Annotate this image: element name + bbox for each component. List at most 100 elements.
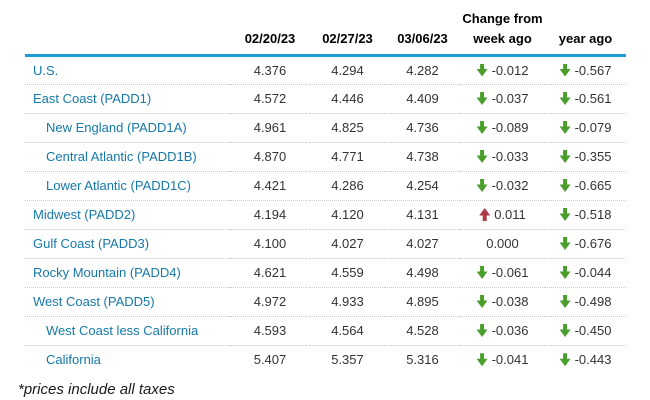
region-label[interactable]: Rocky Mountain (PADD4) xyxy=(33,265,181,280)
price-value: 4.572 xyxy=(253,91,287,106)
change-week-ago-cell: -0.061 xyxy=(460,258,545,287)
change-value: -0.665 xyxy=(574,178,612,193)
change-arrow-icon xyxy=(476,266,488,279)
price-value: 4.409 xyxy=(406,91,439,106)
change-arrow-icon xyxy=(476,295,488,308)
change-arrow-icon xyxy=(476,63,488,77)
change-week-ago-cell: -0.041 xyxy=(460,345,545,374)
column-header-row: 02/20/23 02/27/23 03/06/23 week ago year… xyxy=(25,29,626,55)
change-arrow-icon xyxy=(476,92,488,105)
change-year-ago-cell: -0.079 xyxy=(545,113,626,142)
change-value: -0.498 xyxy=(574,294,612,309)
change-week-ago-cell: -0.032 xyxy=(460,171,545,200)
change-year-ago-cell: -0.044 xyxy=(545,258,626,287)
change-year-ago-cell: -0.567 xyxy=(545,55,626,84)
change-year-ago-cell: -0.443 xyxy=(545,345,626,374)
change-value: -0.038 xyxy=(491,294,529,309)
change-value: -0.518 xyxy=(574,207,612,222)
price-value: 4.131 xyxy=(406,207,439,222)
price-value: 4.286 xyxy=(331,178,364,193)
change-year-ago-cell: -0.665 xyxy=(545,171,626,200)
price-footnote: *prices include all taxes xyxy=(18,381,175,398)
change-arrow-icon xyxy=(559,208,571,221)
change-value: -0.036 xyxy=(491,323,529,338)
change-value: -0.061 xyxy=(491,265,529,280)
price-value: 4.933 xyxy=(331,294,364,309)
table-header: Change from 02/20/23 02/27/23 03/06/23 w… xyxy=(25,5,626,55)
date-column-header: 03/06/23 xyxy=(397,31,448,47)
change-arrow-icon xyxy=(476,150,488,163)
price-value: 4.738 xyxy=(406,149,439,164)
price-value: 4.564 xyxy=(331,323,364,338)
price-value: 4.421 xyxy=(253,178,287,193)
price-value: 4.194 xyxy=(253,207,287,222)
table-row: California 5.407 5.357 5.316 -0.041 -0.4… xyxy=(25,345,626,374)
table-row: New England (PADD1A) 4.961 4.825 4.736 -… xyxy=(25,113,626,142)
change-value: -0.033 xyxy=(491,149,529,164)
region-label[interactable]: California xyxy=(46,352,101,368)
change-year-ago-cell: -0.450 xyxy=(545,316,626,345)
fuel-price-table: Change from 02/20/23 02/27/23 03/06/23 w… xyxy=(25,5,626,374)
week-ago-column-header: week ago xyxy=(473,31,532,47)
change-arrow-icon xyxy=(479,208,491,221)
change-week-ago-cell: 0.011 xyxy=(460,200,545,229)
price-value: 4.621 xyxy=(253,265,287,280)
change-value: -0.676 xyxy=(574,236,612,251)
change-year-ago-cell: -0.355 xyxy=(545,142,626,171)
change-week-ago-cell: -0.012 xyxy=(460,55,545,84)
price-value: 4.254 xyxy=(406,178,439,193)
price-value: 4.027 xyxy=(406,236,439,251)
change-value: -0.037 xyxy=(491,91,529,106)
change-arrow-icon xyxy=(559,237,571,250)
change-arrow-icon xyxy=(476,121,488,134)
region-label[interactable]: East Coast (PADD1) xyxy=(33,91,152,106)
price-value: 4.294 xyxy=(331,62,364,78)
change-year-ago-cell: -0.498 xyxy=(545,287,626,316)
region-label[interactable]: West Coast (PADD5) xyxy=(33,294,155,309)
change-arrow-icon xyxy=(559,353,571,367)
change-week-ago-cell: -0.037 xyxy=(460,84,545,113)
table-row: East Coast (PADD1) 4.572 4.446 4.409 -0.… xyxy=(25,84,626,113)
price-value: 4.825 xyxy=(331,120,364,135)
price-value: 5.357 xyxy=(331,352,364,368)
change-value: -0.561 xyxy=(574,91,612,106)
region-label[interactable]: Midwest (PADD2) xyxy=(33,207,136,222)
region-label[interactable]: Lower Atlantic (PADD1C) xyxy=(46,178,191,193)
change-arrow-icon xyxy=(559,324,571,337)
region-label[interactable]: Central Atlantic (PADD1B) xyxy=(46,149,197,164)
table-row: West Coast (PADD5) 4.972 4.933 4.895 -0.… xyxy=(25,287,626,316)
table-body: U.S. 4.376 4.294 4.282 -0.012 -0.567 Eas… xyxy=(25,55,626,374)
table-row: U.S. 4.376 4.294 4.282 -0.012 -0.567 xyxy=(25,55,626,84)
price-value: 4.446 xyxy=(331,91,364,106)
change-arrow-icon xyxy=(559,63,571,77)
change-arrow-icon xyxy=(559,92,571,105)
price-value: 4.120 xyxy=(331,207,364,222)
change-arrow-icon xyxy=(559,179,571,192)
year-ago-column-header: year ago xyxy=(558,31,613,47)
region-label[interactable]: West Coast less California xyxy=(46,323,199,338)
region-label[interactable]: U.S. xyxy=(33,62,59,78)
region-label[interactable]: New England (PADD1A) xyxy=(46,120,187,135)
date-column-header: 02/20/23 xyxy=(244,31,296,47)
change-value: 0.000 xyxy=(486,236,519,251)
table-row: Rocky Mountain (PADD4) 4.621 4.559 4.498… xyxy=(25,258,626,287)
change-year-ago-cell: -0.518 xyxy=(545,200,626,229)
table-row: Central Atlantic (PADD1B) 4.870 4.771 4.… xyxy=(25,142,626,171)
region-label[interactable]: Gulf Coast (PADD3) xyxy=(33,236,150,251)
change-value: -0.041 xyxy=(491,352,529,368)
change-arrow-icon xyxy=(476,179,488,192)
change-arrow-icon xyxy=(559,121,571,134)
price-value: 4.961 xyxy=(253,120,287,135)
change-week-ago-cell: 0.000 xyxy=(460,229,545,258)
table-row: West Coast less California 4.593 4.564 4… xyxy=(25,316,626,345)
change-arrow-icon xyxy=(559,295,571,308)
price-value: 4.593 xyxy=(253,323,287,338)
change-year-ago-cell: -0.561 xyxy=(545,84,626,113)
price-value: 4.282 xyxy=(406,62,439,78)
change-from-label: Change from xyxy=(462,10,543,26)
change-arrow-icon xyxy=(476,324,488,337)
price-value: 4.771 xyxy=(331,149,364,164)
price-value: 4.528 xyxy=(406,323,439,338)
change-week-ago-cell: -0.036 xyxy=(460,316,545,345)
